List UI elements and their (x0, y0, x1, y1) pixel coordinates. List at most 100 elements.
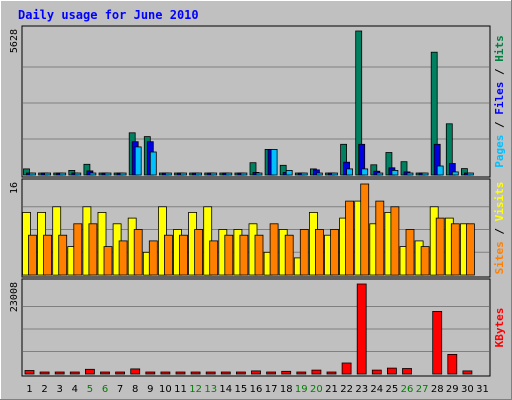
chart-title: Daily usage for June 2010 (18, 8, 199, 22)
bar-pages-day-13 (210, 172, 218, 176)
x-tick-label: 8 (132, 384, 138, 395)
legend-entry: / (493, 115, 506, 135)
bar-kbytes-day-20 (311, 369, 322, 375)
bar-pages-day-24 (376, 172, 384, 176)
bar-sites-day-27 (420, 246, 430, 276)
x-tick-label: 17 (265, 384, 278, 395)
bar-kbytes-day-21 (326, 371, 337, 375)
x-tick-label: 25 (386, 384, 399, 395)
bar-sites-day-30 (465, 223, 475, 276)
bar-pages-day-7 (119, 172, 127, 176)
bar-pages-day-6 (104, 172, 112, 176)
legend-entry: / (493, 62, 506, 82)
y-max-label: 16 (9, 182, 20, 194)
bar-pages-day-29 (451, 171, 459, 176)
bar-sites-day-1 (28, 234, 37, 276)
bar-kbytes-day-12 (190, 371, 201, 375)
bar-sites-day-6 (103, 246, 113, 276)
panel-legend: KBytes (493, 308, 506, 348)
bar-sites-day-4 (73, 223, 83, 276)
bar-pages-day-22 (346, 168, 354, 176)
bar-sites-day-14 (224, 234, 234, 276)
y-max-label: 23008 (9, 282, 20, 312)
bar-sites-day-21 (330, 229, 339, 276)
x-tick-label: 5 (87, 384, 93, 395)
bar-pages-day-5 (89, 172, 97, 176)
x-tick-label: 29 (446, 384, 459, 395)
bar-kbytes-day-25 (386, 367, 397, 375)
panel-legend: Pages / Files / Hits (493, 35, 506, 168)
bar-pages-day-10 (164, 172, 172, 176)
panel-pages-files-hits: 5628 Pages / Files / Hits (9, 25, 506, 178)
x-tick-label: 2 (41, 384, 47, 395)
bar-kbytes-day-9 (145, 371, 156, 375)
bar-sites-day-24 (375, 200, 385, 276)
bar-kbytes-day-15 (235, 371, 246, 375)
legend-entry: Files (493, 82, 506, 115)
bar-kbytes-day-19 (296, 371, 307, 375)
bar-sites-day-16 (254, 234, 264, 276)
bar-sites-day-13 (209, 240, 219, 276)
x-axis-tick-labels: 1 2 3 4 5 6 7 8 9 10 11 12 13 14 15 16 17 18 19 20 21 22 23 24 2… (26, 384, 489, 395)
bar-kbytes-day-18 (281, 370, 292, 375)
bar-sites-day-5 (88, 223, 98, 276)
bar-pages-day-18 (285, 169, 293, 176)
bar-pages-day-30 (466, 172, 474, 176)
x-tick-label: 20 (310, 384, 323, 395)
bar-pages-day-28 (436, 165, 444, 176)
bar-pages-day-12 (195, 172, 203, 176)
bar-pages-day-27 (421, 172, 429, 176)
bar-kbytes-day-4 (69, 371, 80, 375)
bar-kbytes-day-28 (432, 310, 443, 375)
bar-kbytes-day-2 (39, 371, 50, 375)
x-tick-label: 27 (416, 384, 429, 395)
x-tick-label: 26 (401, 384, 414, 395)
x-tick-label: 23 (355, 384, 368, 395)
bar-sites-day-9 (148, 240, 158, 276)
bar-sites-day-20 (314, 229, 324, 276)
x-tick-label: 16 (250, 384, 263, 395)
bar-sites-day-19 (299, 229, 309, 276)
panel-legend: Sites / Visits (493, 182, 506, 275)
bar-kbytes-day-26 (402, 368, 412, 375)
legend-entry: Sites (493, 241, 506, 274)
bar-sites-day-29 (450, 223, 460, 276)
x-tick-label: 4 (72, 384, 78, 395)
bar-pages-day-15 (240, 172, 248, 176)
bar-sites-day-12 (194, 229, 204, 276)
bar-kbytes-day-5 (85, 368, 95, 375)
bar-pages-day-3 (59, 172, 67, 176)
bar-kbytes-day-23 (356, 283, 367, 375)
x-tick-label: 13 (204, 384, 217, 395)
x-tick-label: 6 (102, 384, 108, 395)
bar-pages-day-4 (74, 172, 82, 176)
bar-kbytes-day-6 (100, 371, 110, 375)
bar-visits-day-6 (97, 211, 107, 276)
bar-pages-day-16 (255, 172, 263, 176)
bar-pages-day-20 (315, 172, 323, 176)
bar-kbytes-day-11 (175, 371, 186, 375)
bar-pages-day-1 (29, 172, 36, 176)
x-tick-label: 31 (476, 384, 489, 395)
x-tick-label: 21 (325, 384, 338, 395)
x-tick-label: 3 (57, 384, 63, 395)
bar-kbytes-day-8 (130, 368, 141, 375)
bar-sites-day-26 (405, 229, 415, 276)
bar-sites-day-23 (360, 183, 370, 276)
bar-kbytes-day-7 (115, 371, 125, 375)
bar-sites-day-11 (179, 234, 188, 276)
bar-pages-day-26 (406, 172, 414, 176)
bar-pages-day-19 (300, 172, 308, 176)
panel-kbytes: 23008 KBytes (9, 278, 506, 377)
bar-pages-day-25 (391, 169, 399, 176)
x-tick-label: 9 (147, 384, 153, 395)
x-tick-label: 1 (26, 384, 32, 395)
bar-pages-day-23 (361, 168, 369, 176)
bar-sites-day-10 (163, 234, 173, 276)
x-tick-label: 24 (370, 384, 383, 395)
bar-kbytes-day-17 (266, 371, 277, 375)
bar-pages-day-17 (270, 148, 278, 176)
bar-kbytes-day-10 (160, 371, 171, 375)
